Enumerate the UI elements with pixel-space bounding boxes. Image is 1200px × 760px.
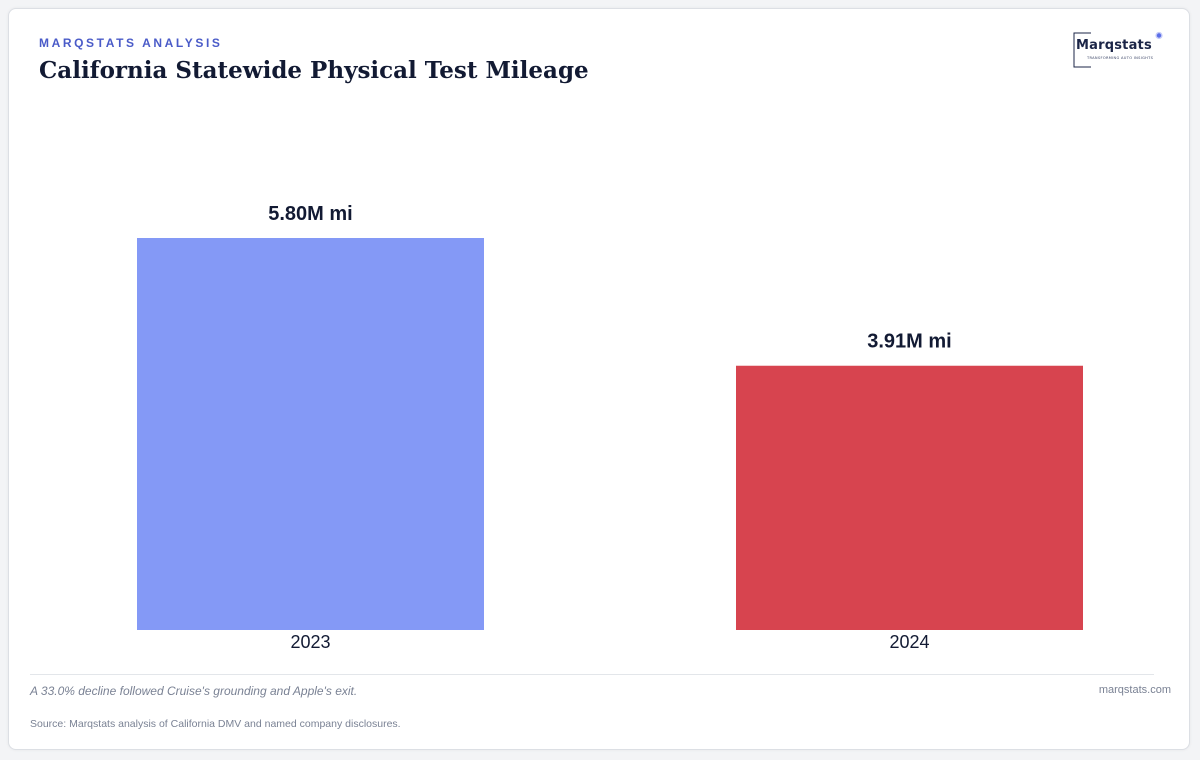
logo-dot-icon <box>1156 33 1162 38</box>
marqstats-logo: Marqstats TRANSFORMING AUTO INSIGHTS <box>1073 31 1163 69</box>
logo-wordmark: Marqstats <box>1076 38 1152 53</box>
bar-value-label-2024: 3.91M mi <box>867 331 951 353</box>
category-label-2024: 2024 <box>889 632 929 652</box>
source-note: Source: Marqstats analysis of California… <box>30 718 401 730</box>
category-label-2023: 2023 <box>290 632 330 652</box>
chart-title: California Statewide Physical Test Milea… <box>39 57 589 84</box>
eyebrow-label: MARQSTATS ANALYSIS <box>39 36 223 50</box>
bar-2024 <box>736 365 1083 630</box>
footer-divider <box>30 674 1154 675</box>
logo-tagline: TRANSFORMING AUTO INSIGHTS <box>1087 56 1154 60</box>
bar-value-label-2023: 5.80M mi <box>268 203 352 225</box>
footer-site-link[interactable]: marqstats.com <box>1098 684 1171 696</box>
logo-frame-icon <box>1073 31 1163 68</box>
footer-note: A 33.0% decline followed Cruise's ground… <box>30 684 358 698</box>
bar-2023 <box>137 238 484 630</box>
